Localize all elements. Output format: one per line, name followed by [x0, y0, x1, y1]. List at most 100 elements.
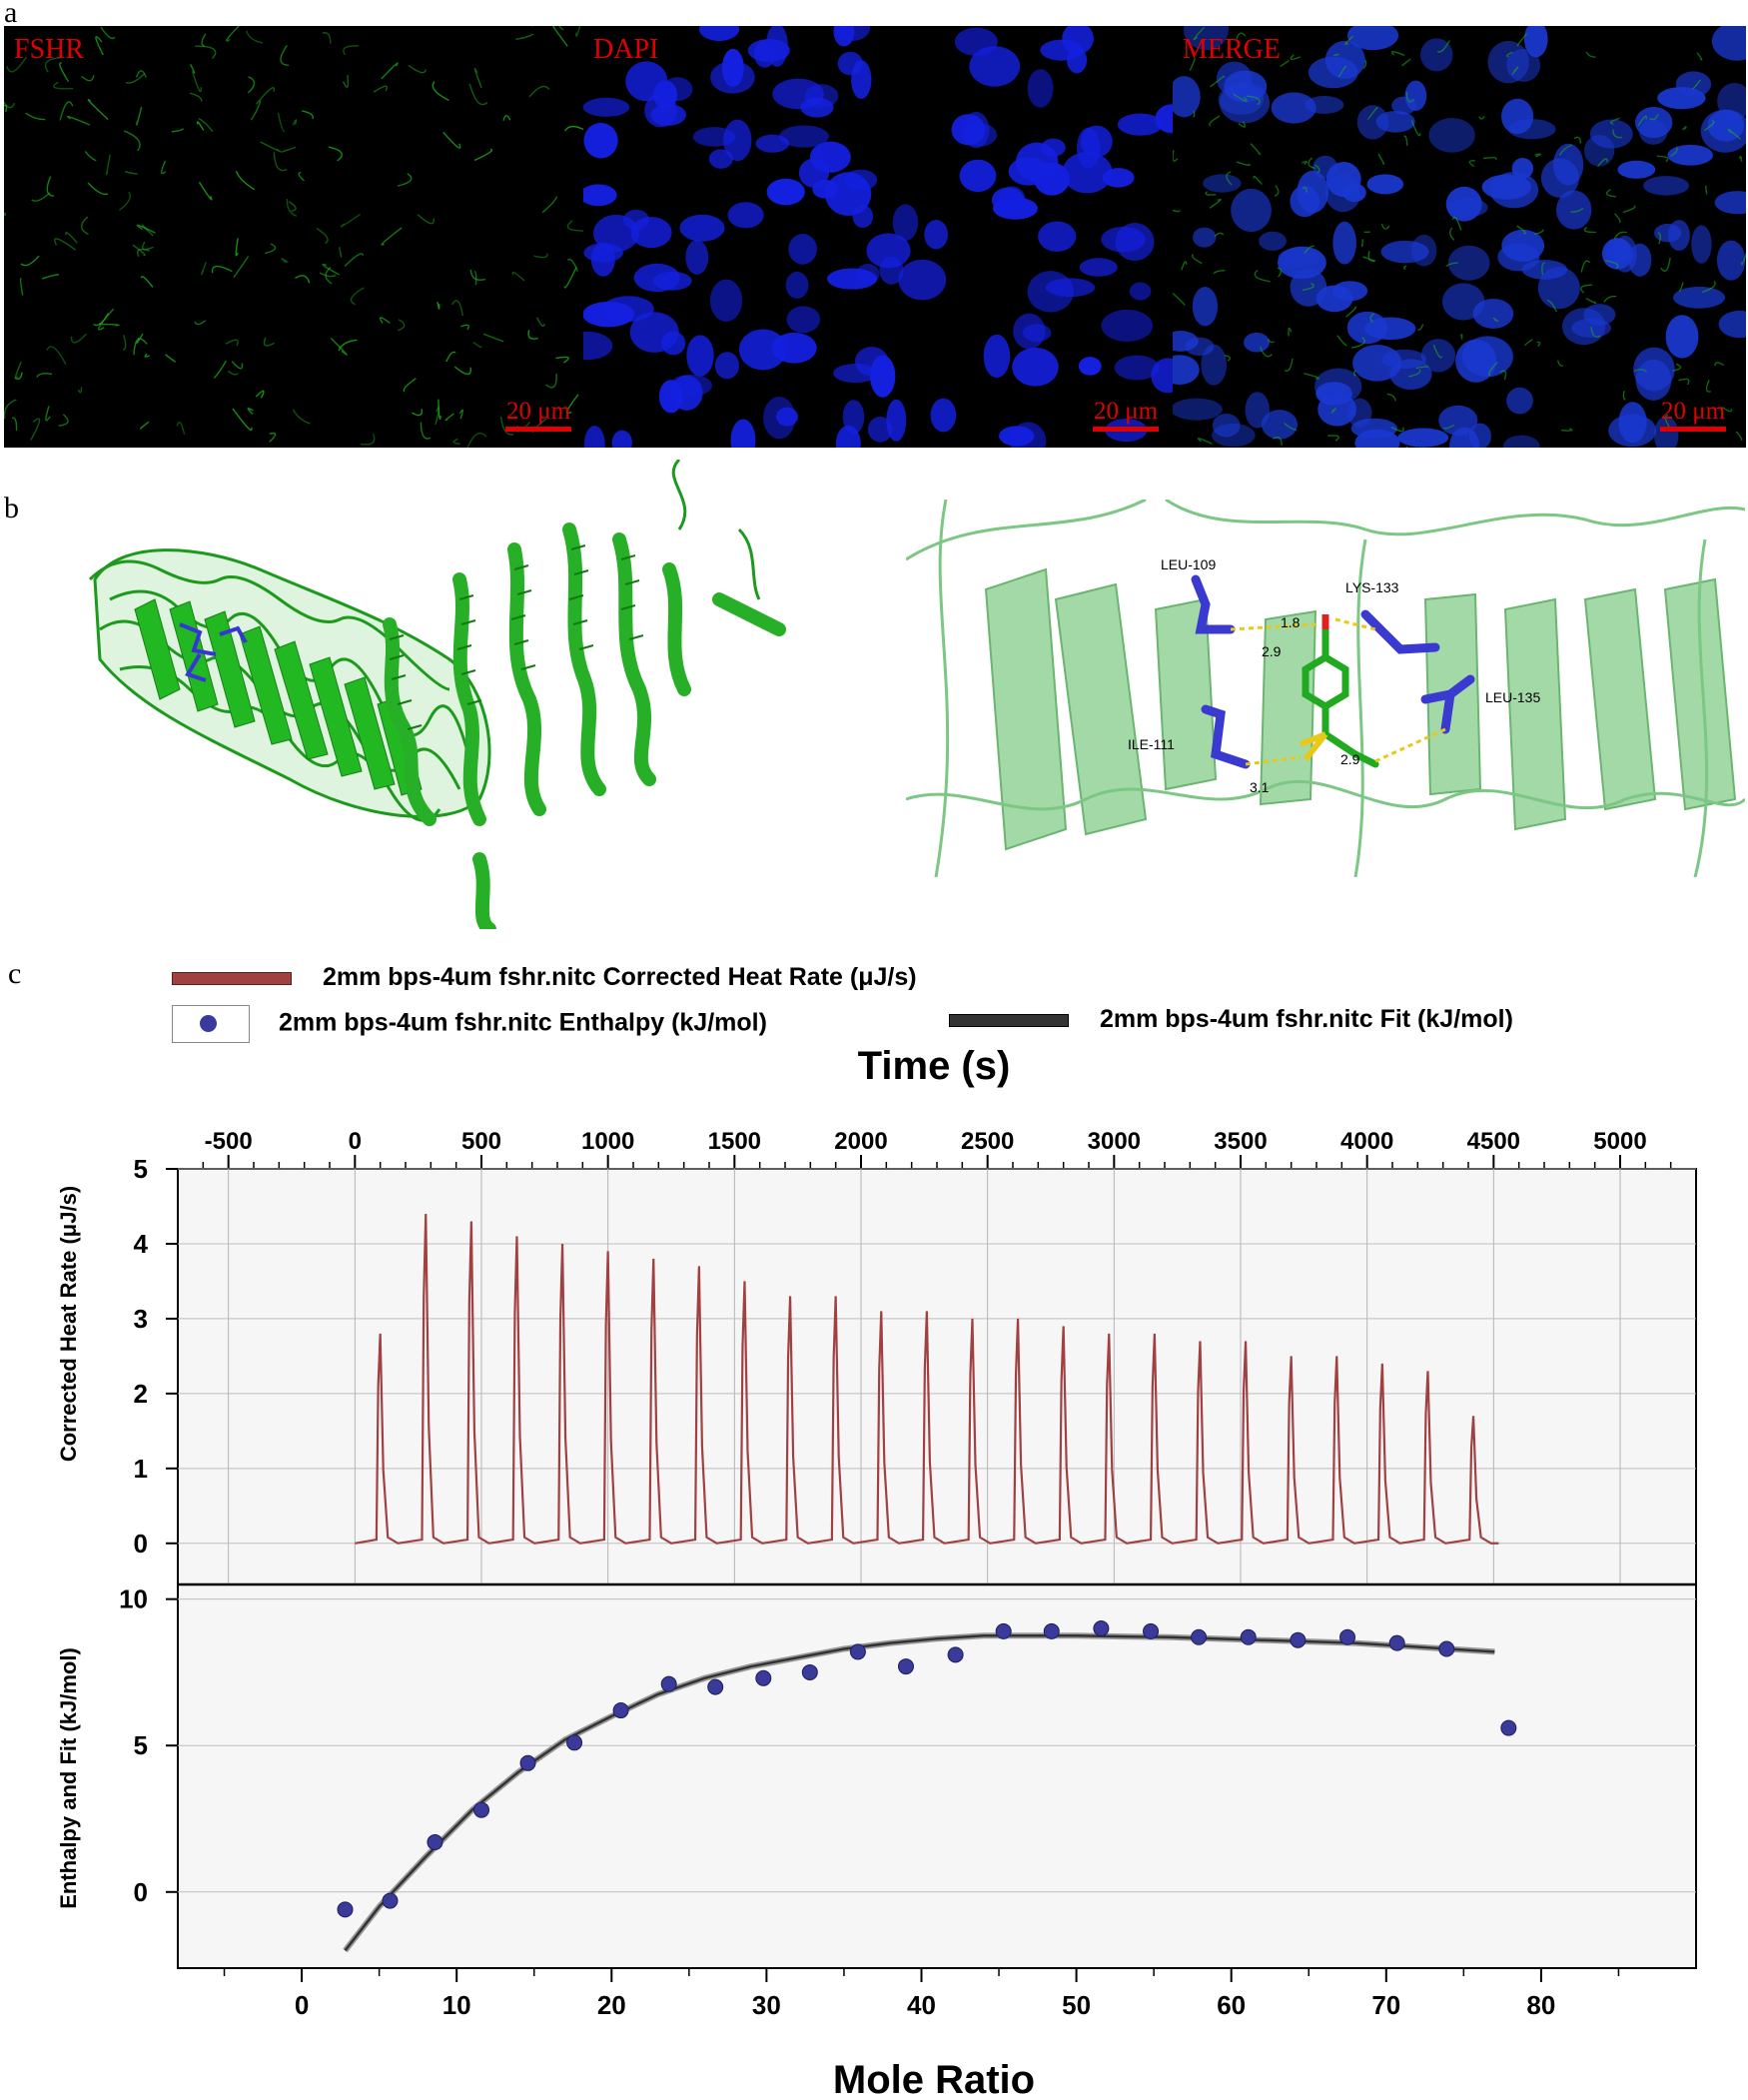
heat-y-tick-label: 1 — [134, 1454, 148, 1484]
fshr-signal — [1210, 75, 1226, 88]
fshr-signal — [46, 176, 55, 197]
fshr-signal — [1363, 231, 1371, 234]
legend-enthalpy-text: 2mm bps-4um fshr.nitc Enthalpy (kJ/mol) — [278, 1008, 767, 1037]
nucleus — [1445, 186, 1482, 222]
fshr-signal — [1735, 431, 1743, 441]
fshr-signal — [286, 198, 298, 217]
nucleus — [686, 335, 714, 377]
nucleus — [1332, 221, 1356, 265]
fshr-signal — [1664, 414, 1670, 428]
fshr-signal — [189, 92, 203, 102]
nucleus — [708, 149, 733, 169]
fshr-signal — [1250, 143, 1262, 156]
fshr-signal — [46, 346, 67, 366]
fshr-signal — [14, 372, 23, 380]
fshr-signal — [1360, 239, 1364, 248]
merge-scale-text: 20 μm — [1660, 398, 1726, 425]
fshr-signal — [1209, 115, 1221, 127]
fshr-signal — [176, 421, 186, 435]
loop-strands — [671, 460, 761, 600]
fshr-signal — [1696, 52, 1703, 61]
nucleus — [842, 400, 865, 435]
residue-sticks — [1191, 574, 1475, 769]
fshr-signal — [41, 274, 60, 280]
dapi-scale-text: 20 μm — [1093, 398, 1159, 425]
nucleus — [1447, 245, 1490, 281]
nucleus — [866, 233, 911, 269]
fshr-signal — [373, 85, 389, 93]
fshr-signal — [1314, 164, 1320, 174]
fshr-signal — [1678, 282, 1684, 293]
nucleus — [1117, 113, 1164, 136]
nucleus — [1354, 429, 1400, 448]
fshr-signal — [1613, 231, 1627, 240]
panel-b-letter: b — [4, 492, 19, 525]
fshr-signal — [1505, 51, 1513, 58]
fshr-signal — [403, 378, 417, 393]
fshr-signal — [1254, 269, 1271, 283]
fshr-signal — [1366, 106, 1378, 121]
fshr-signal — [533, 253, 548, 259]
time-tick-label: 2000 — [834, 1128, 887, 1155]
nucleus — [1561, 308, 1606, 346]
legend-fit-text: 2mm bps-4um fshr.nitc Fit (kJ/mol) — [1099, 1005, 1513, 1033]
fshr-signal — [1583, 226, 1596, 234]
fshr-signal — [80, 216, 89, 236]
fshr-signal — [544, 374, 557, 389]
nucleus — [1667, 144, 1714, 166]
nucleus — [1012, 347, 1059, 387]
enthalpy-point — [947, 1646, 964, 1663]
fshr-signal — [1511, 66, 1519, 76]
nucleus — [1657, 87, 1706, 110]
fshr-signal — [14, 361, 22, 380]
nucleus — [692, 127, 736, 147]
nucleus — [983, 334, 1011, 379]
fshr-signal — [213, 360, 227, 379]
nucleus — [1027, 69, 1054, 108]
fshr-signal — [1670, 146, 1678, 157]
nucleus — [1501, 229, 1545, 262]
mole-tick-label: 50 — [1062, 1990, 1091, 2020]
fshr-signal — [502, 115, 511, 121]
fshr-signal — [338, 339, 358, 352]
nucleus — [661, 331, 686, 356]
nucleus — [1556, 190, 1592, 230]
fshr-signal — [53, 81, 74, 90]
fshr-signal — [246, 30, 264, 44]
fshr-signal — [1380, 223, 1390, 230]
nucleus — [804, 84, 839, 109]
residue-label-ile111: ILE-111 — [1128, 736, 1175, 752]
fshr-signal — [527, 330, 538, 340]
nucleus — [1502, 435, 1540, 448]
fshr-signal — [84, 150, 97, 162]
fshr-signal — [566, 220, 583, 232]
fshr-signal — [171, 128, 184, 133]
fshr-signal — [281, 146, 297, 153]
fshr-signal — [1236, 32, 1247, 40]
fshr-signal — [136, 106, 143, 126]
fshr-signal — [1327, 435, 1339, 442]
nucleus — [1507, 119, 1556, 140]
fshr-signal — [466, 432, 487, 448]
nucleus — [1364, 317, 1416, 341]
nucleus — [1455, 339, 1497, 383]
enthalpy-point — [660, 1675, 677, 1692]
nucleus — [583, 184, 617, 207]
fshr-signal — [1304, 245, 1314, 254]
nucleus — [1173, 331, 1199, 352]
nucleus — [870, 355, 896, 398]
nucleus — [1101, 226, 1146, 253]
nucleus — [583, 97, 630, 117]
fshr-signal — [1410, 120, 1421, 137]
nucleus — [1628, 243, 1652, 277]
dapi-label: DAPI — [593, 34, 659, 65]
fshr-signal — [1705, 380, 1711, 393]
enthalpy-plot-area — [177, 1583, 1697, 1969]
fshr-signal — [1350, 337, 1365, 349]
nucleus — [738, 329, 787, 371]
fshr-signal — [1191, 254, 1203, 265]
fshr-signal — [343, 45, 360, 56]
mole-tick-label: 20 — [597, 1990, 626, 2020]
fshr-signal — [1417, 324, 1424, 331]
nucleus — [1643, 176, 1689, 196]
